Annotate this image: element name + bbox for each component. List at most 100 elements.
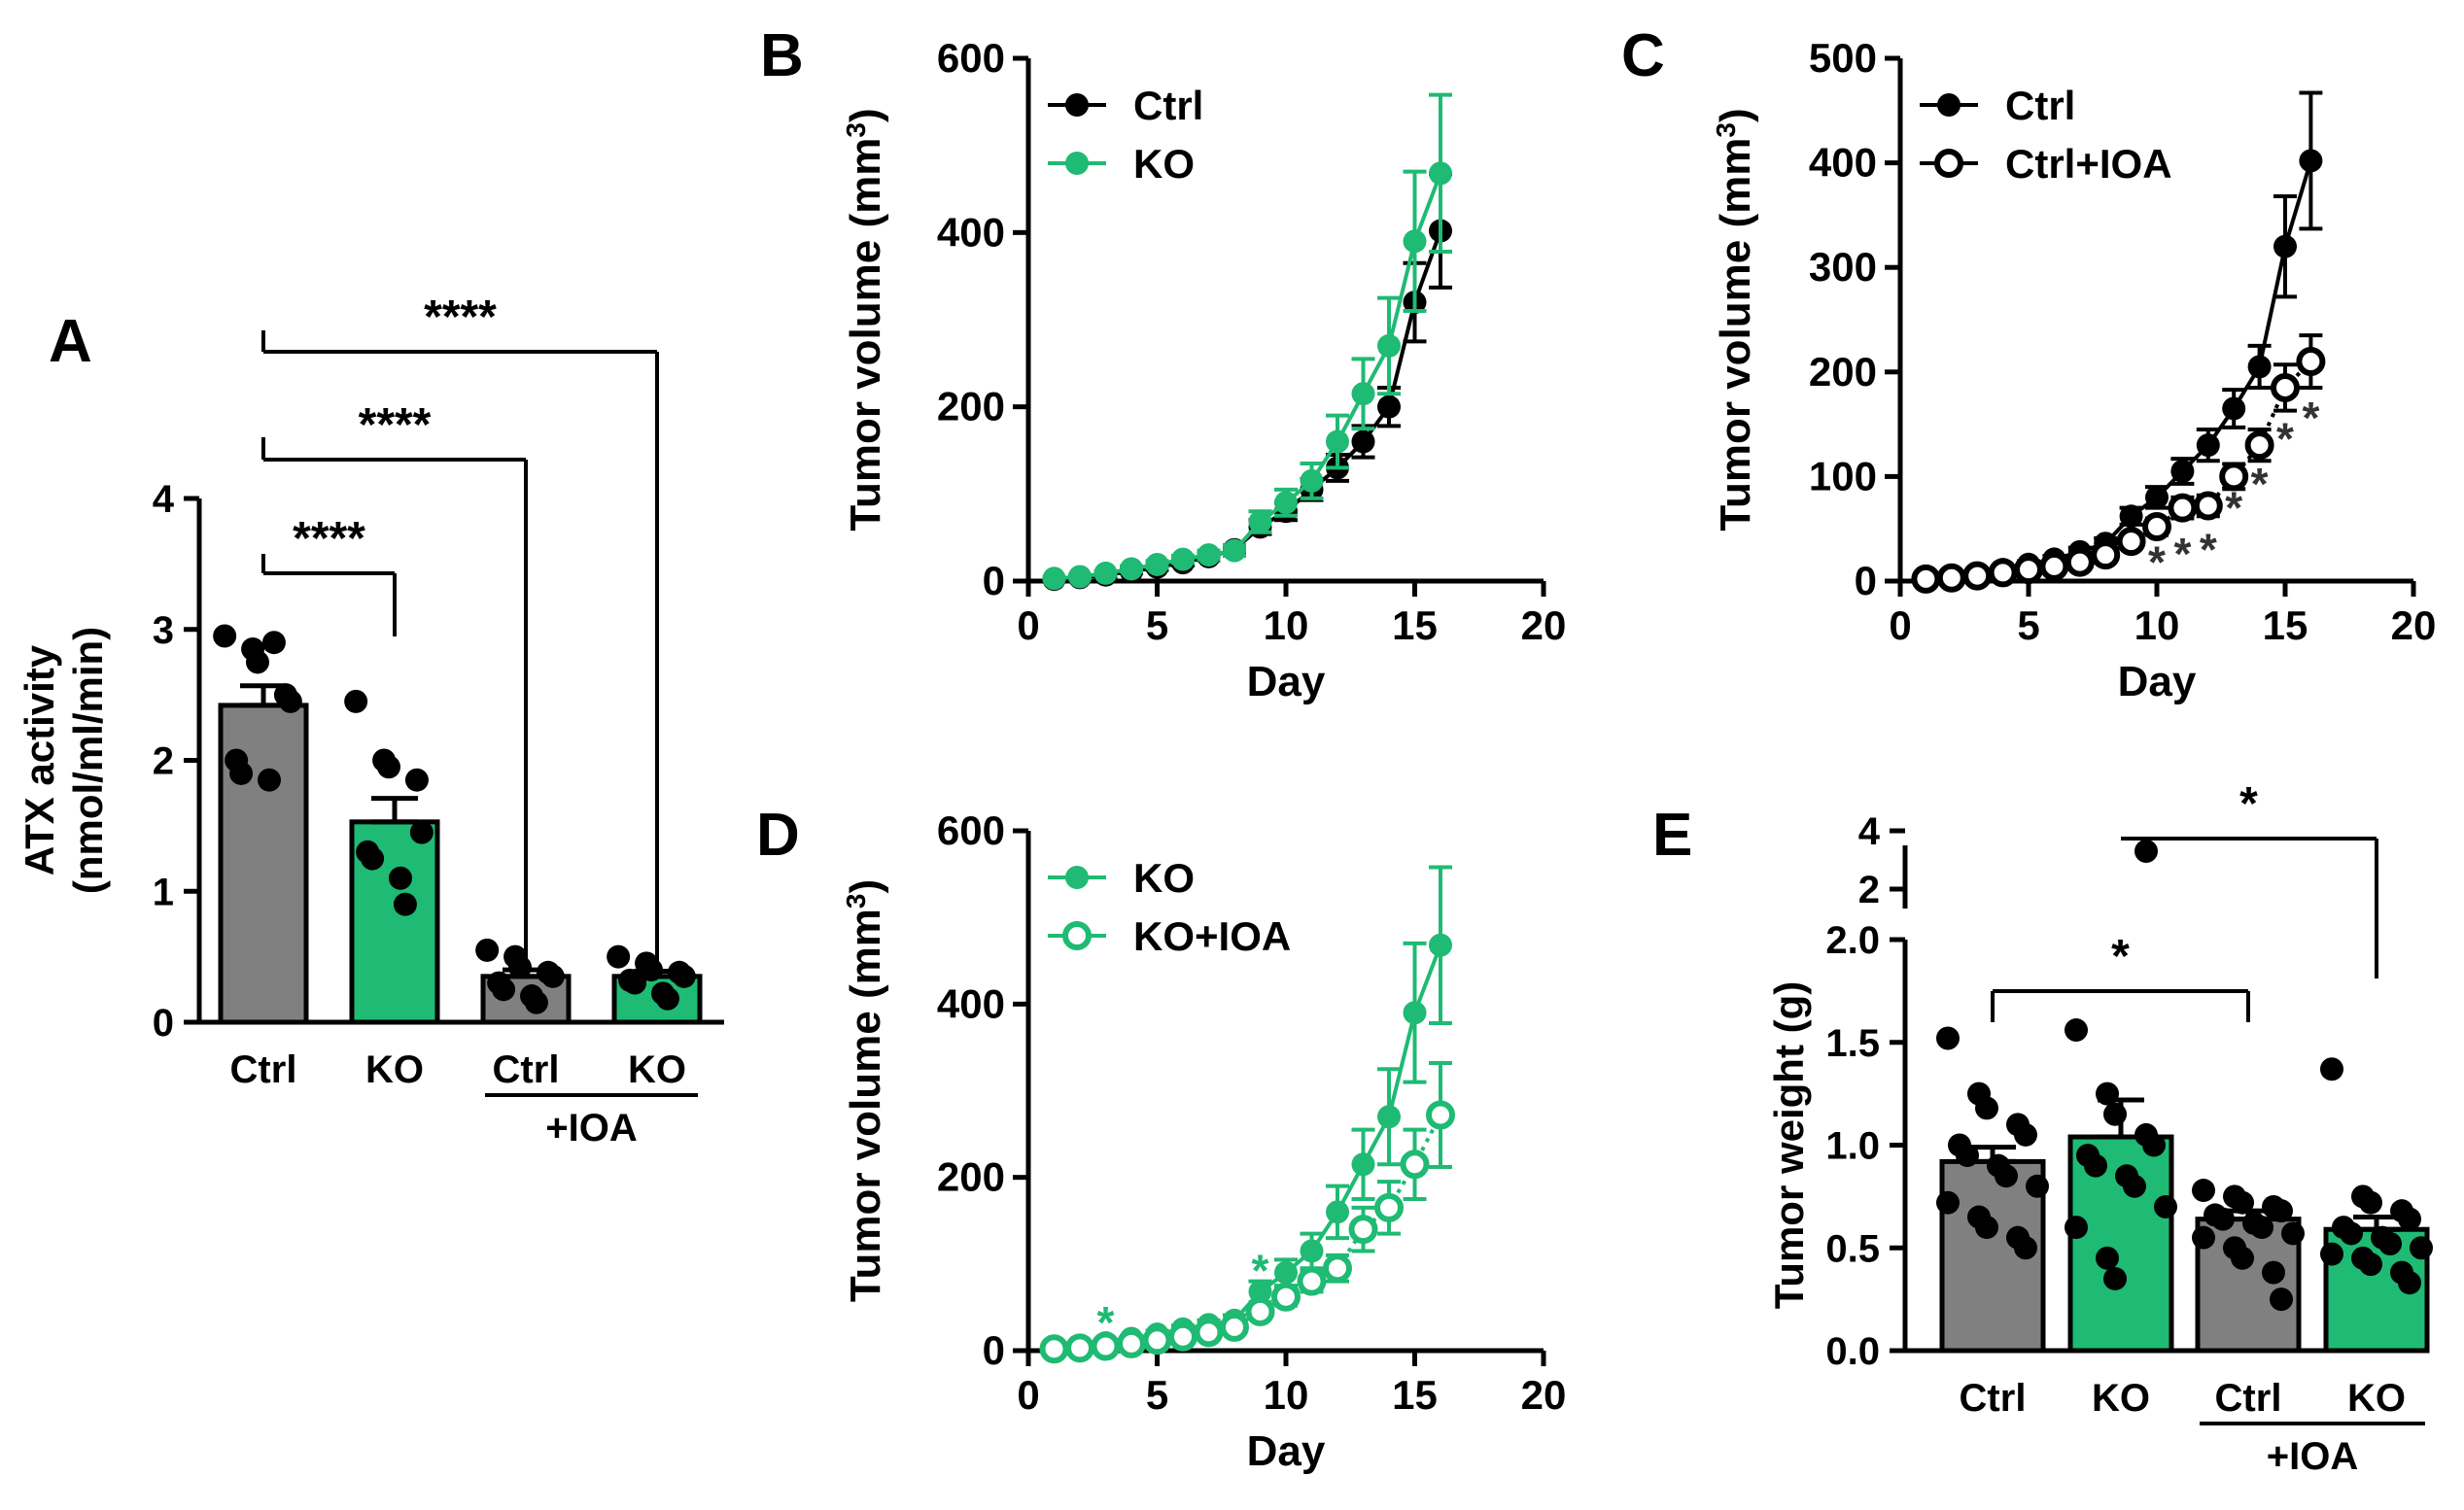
panel-c-data-point xyxy=(2065,547,2095,577)
panel-c-significance-label: * xyxy=(2251,459,2269,509)
panel-d-data-point xyxy=(1220,1312,1249,1342)
panel-d-legend-marker xyxy=(1062,921,1092,950)
panel-d-x-tick-label: 0 xyxy=(1017,1372,1039,1418)
panel-a-category-label: Ctrl xyxy=(230,1048,297,1091)
panel-c-y-tick-label: 500 xyxy=(1809,35,1877,81)
panel-a-y-tick-label: 2 xyxy=(153,740,174,783)
panel-b-data-point xyxy=(1120,557,1143,581)
panel-c-data-point xyxy=(2219,462,2249,492)
panel-c-legend-label: Ctrl xyxy=(2005,83,2075,128)
panel-c-significance-label: * xyxy=(2276,414,2294,464)
panel-d-data-point xyxy=(1400,1150,1430,1180)
panel-c-data-point xyxy=(2145,485,2169,509)
panel-e-data-point xyxy=(2103,1266,2127,1290)
panel-d-data-point xyxy=(1323,1253,1352,1284)
panel-d-data-point xyxy=(1248,1280,1272,1304)
panel-a-data-point xyxy=(409,820,434,844)
panel-e-y-tick-label: 1.5 xyxy=(1825,1022,1880,1065)
panel-c-x-axis-label: Day xyxy=(2118,658,2197,705)
panel-e-y-tick-label: 1.0 xyxy=(1825,1125,1880,1168)
panel-c-data-point xyxy=(2170,460,2195,484)
panel-c-data-point xyxy=(2273,234,2297,258)
panel-e-data-point xyxy=(2065,1216,2088,1240)
panel-letter-b: B xyxy=(760,22,804,89)
panel-b-data-point xyxy=(1300,468,1324,493)
panel-e-group-label: +IOA xyxy=(2267,1435,2358,1478)
panel-a-y-tick-label: 4 xyxy=(153,478,175,521)
panel-e-data-point xyxy=(2359,1190,2382,1215)
panel-c-x-tick-label: 10 xyxy=(2134,602,2180,648)
panel-c-y-tick-label: 0 xyxy=(1855,558,1877,603)
panel-d-y-axis-label: Tumor volume (mm3) xyxy=(841,879,890,1302)
panel-c-significance-label: * xyxy=(2173,529,2191,579)
panel-e-data-point xyxy=(1975,1216,1998,1240)
panel-e-category-label: Ctrl xyxy=(2215,1377,2282,1420)
panel-a-data-point xyxy=(655,986,679,1011)
panel-e-data-point xyxy=(2192,1225,2215,1250)
panel-a-data-point xyxy=(540,964,565,988)
panel-c-data-point xyxy=(1962,561,1993,591)
panel-a-data-point xyxy=(258,768,281,792)
panel-c-y-tick-label: 400 xyxy=(1809,140,1877,186)
panel-d-x-tick-label: 10 xyxy=(1264,1372,1309,1418)
panel-d-data-point xyxy=(1039,1334,1069,1364)
panel-b-y-axis-label: Tumor volume (mm3) xyxy=(841,108,890,531)
panel-a-y-tick-label: 0 xyxy=(153,1002,174,1045)
panel-a-data-point xyxy=(508,955,532,979)
panel-a-data-point xyxy=(492,978,516,1002)
panel-e-category-label: KO xyxy=(2347,1377,2406,1420)
panel-c-data-point xyxy=(2014,555,2043,585)
panel-a-data-point xyxy=(361,846,385,871)
panel-a-category-label: KO xyxy=(365,1048,424,1091)
panel-a-y-axis-label: ATX activity xyxy=(17,644,62,875)
panel-e-data-point xyxy=(1956,1144,1979,1168)
panel-d-y-tick-label: 200 xyxy=(937,1154,1005,1200)
panel-b-legend-marker xyxy=(1065,152,1089,175)
panel-a-category-label: Ctrl xyxy=(493,1048,560,1091)
panel-a-data-point xyxy=(623,971,647,995)
panel-b-data-point xyxy=(1223,538,1246,563)
panel-e-data-point xyxy=(2262,1260,2285,1285)
panel-b-data-point xyxy=(1197,543,1221,567)
panel-letter-d: D xyxy=(756,802,800,869)
panel-e-data-point xyxy=(2410,1236,2433,1260)
panel-d-data-point xyxy=(1274,1260,1298,1285)
panel-c-data-point xyxy=(2091,540,2121,570)
panel-c-y-tick-label: 200 xyxy=(1809,349,1877,395)
panel-d-x-tick-label: 15 xyxy=(1392,1372,1438,1418)
panel-d-legend-marker xyxy=(1065,866,1089,889)
panel-b-data-point xyxy=(1326,429,1349,454)
panel-d-data-point xyxy=(1300,1239,1324,1263)
panel-a-data-point xyxy=(607,944,631,969)
panel-c-data-point xyxy=(2116,527,2146,557)
panel-b-data-point xyxy=(1145,552,1169,576)
panel-d-data-point xyxy=(1142,1325,1172,1356)
panel-d-significance-label: * xyxy=(1252,1245,1269,1295)
panel-e-data-point xyxy=(1936,1026,1960,1050)
panel-b-data-point xyxy=(1377,333,1401,358)
panel-d-y-tick-label: 600 xyxy=(937,807,1005,853)
panel-a-category-label: KO xyxy=(628,1048,686,1091)
panel-a-significance-label: **** xyxy=(424,292,497,343)
panel-d-y-tick-label: 0 xyxy=(983,1327,1005,1373)
panel-d-legend-label: KO+IOA xyxy=(1133,913,1291,959)
panel-e-data-point xyxy=(2065,1018,2088,1043)
panel-e-category-label: KO xyxy=(2092,1377,2150,1420)
panel-b-x-tick-label: 10 xyxy=(1264,602,1309,648)
panel-a-data-point xyxy=(344,689,368,713)
panel-d-data-point xyxy=(1117,1328,1146,1358)
panel-a-data-point xyxy=(213,624,237,648)
panel-d-data-point xyxy=(1426,1100,1455,1130)
panel-c-data-point xyxy=(2296,347,2326,377)
panel-b-x-tick-label: 20 xyxy=(1521,602,1567,648)
panel-e-data-point xyxy=(2192,1179,2215,1203)
panel-e-data-point xyxy=(2084,1153,2107,1178)
panel-a-data-point xyxy=(672,964,696,988)
panel-d-x-tick-label: 20 xyxy=(1521,1372,1567,1418)
panel-d-series-line xyxy=(1054,1114,1442,1352)
panel-b-x-tick-label: 15 xyxy=(1392,602,1438,648)
panel-a-data-point xyxy=(389,866,412,890)
panel-b-data-point xyxy=(1403,229,1427,254)
panel-b-legend-label: KO xyxy=(1133,141,1195,187)
panel-b-legend-label: Ctrl xyxy=(1133,83,1203,128)
